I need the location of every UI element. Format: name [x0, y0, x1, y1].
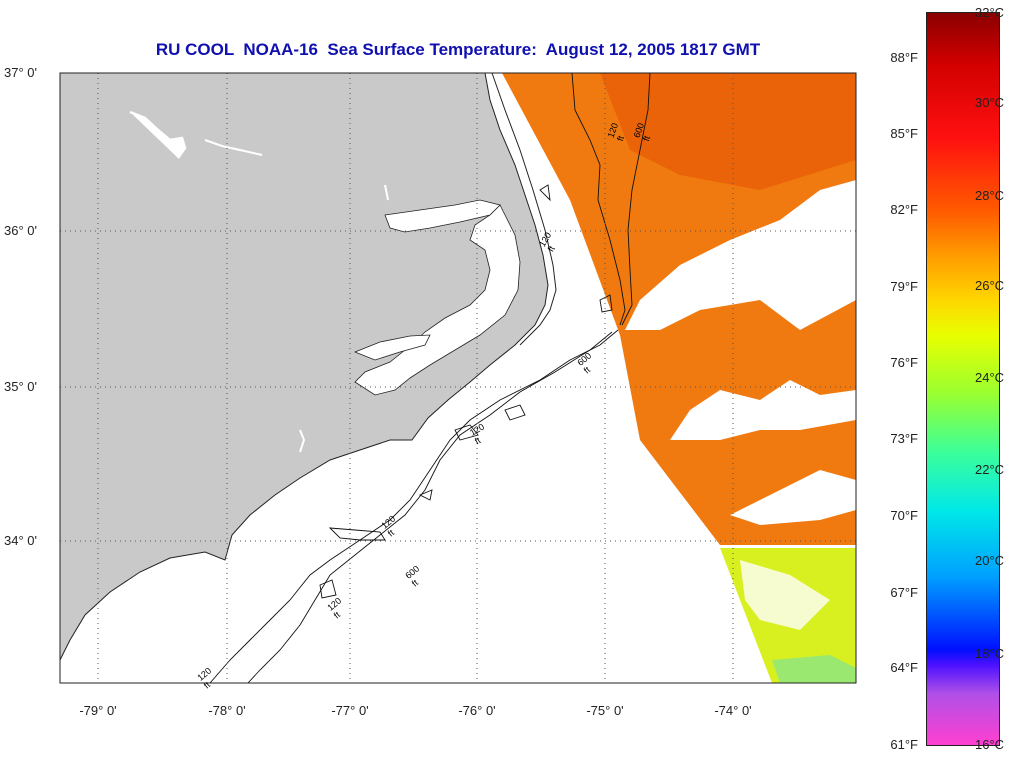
colorbar-f-label: 82°F: [890, 202, 918, 217]
colorbar-c-label: 22°C: [975, 462, 1005, 477]
cloud-gap: [670, 380, 856, 440]
lake-river: [129, 110, 187, 159]
colorbar-c-label: 30°C: [975, 95, 1005, 110]
colorbar-c-label: 32°C: [975, 5, 1005, 20]
pamlico-sound: [354, 204, 521, 396]
cloud-gap: [740, 560, 830, 630]
colorbar-c-label: 24°C: [975, 370, 1005, 385]
temperature-colorbar: [926, 12, 1000, 746]
lon-label: -78° 0': [208, 703, 246, 718]
colorbar-c-label: 20°C: [975, 553, 1005, 568]
lon-label: -76° 0': [458, 703, 496, 718]
lake-river: [299, 429, 306, 453]
colorbar-c-label: 28°C: [975, 188, 1005, 203]
colorbar-f-label: 61°F: [890, 737, 918, 752]
colorbar-f-label: 70°F: [890, 508, 918, 523]
colorbar-c-label: 16°C: [975, 737, 1005, 752]
colorbar-f-label: 73°F: [890, 431, 918, 446]
lon-label: -74° 0': [714, 703, 752, 718]
colorbar-f-label: 85°F: [890, 126, 918, 141]
graticule: [60, 73, 856, 683]
isobath-contours: [209, 73, 651, 683]
lat-label: 35° 0': [4, 379, 37, 394]
lake-river: [384, 184, 389, 201]
outer-banks: [491, 73, 557, 346]
colorbar-f-label: 64°F: [890, 660, 918, 675]
sst-swath-warm-dark: [600, 73, 856, 190]
lon-label: -79° 0': [79, 703, 117, 718]
lat-label: 34° 0': [4, 533, 37, 548]
colorbar-f-label: 79°F: [890, 279, 918, 294]
map-frame: [59, 72, 857, 684]
sst-swath-cool-teal: [772, 655, 856, 683]
lat-label: 37° 0': [4, 65, 37, 80]
lon-label: -77° 0': [331, 703, 369, 718]
lake-river: [204, 139, 263, 156]
map-title: RU COOL NOAA-16 Sea Surface Temperature:…: [155, 40, 761, 59]
colorbar-c-label: 26°C: [975, 278, 1005, 293]
cloud-gap: [625, 180, 856, 330]
cloud-gap: [730, 470, 856, 525]
colorbar-f-label: 67°F: [890, 585, 918, 600]
lat-label: 36° 0': [4, 223, 37, 238]
neuse-river: [353, 334, 431, 361]
colorbar-c-label: 18°C: [975, 646, 1005, 661]
lon-label: -75° 0': [586, 703, 624, 718]
colorbar-f-label: 76°F: [890, 355, 918, 370]
colorbar-f-label: 88°F: [890, 50, 918, 65]
